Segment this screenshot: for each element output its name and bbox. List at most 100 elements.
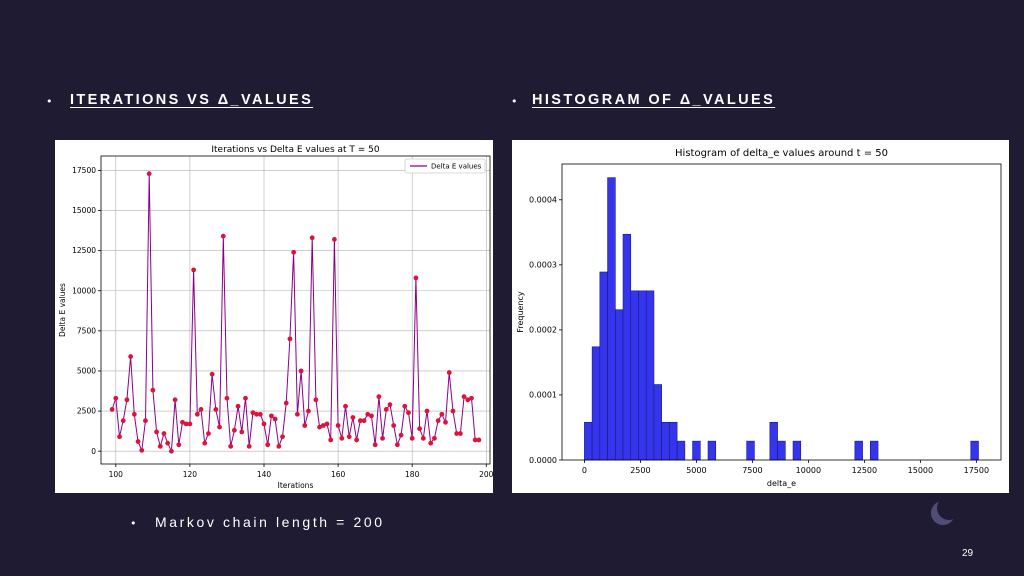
histogram-bar: [707, 440, 717, 461]
data-point: [335, 423, 341, 428]
y-tick-label: 15000: [72, 206, 96, 215]
data-point: [217, 424, 222, 430]
histogram-bar: [653, 384, 662, 461]
data-point: [287, 336, 293, 342]
histogram-bar: [746, 440, 755, 461]
data-point: [246, 443, 252, 449]
data-point: [428, 440, 434, 446]
data-point: [332, 237, 337, 242]
data-point: [454, 431, 460, 436]
data-point: [402, 403, 408, 409]
y-tick-label: 7500: [77, 326, 96, 335]
chart-title: Iterations vs Delta E values at T = 50: [211, 145, 380, 155]
data-point: [413, 275, 419, 281]
data-point: [168, 448, 174, 454]
data-point: [231, 427, 237, 433]
histogram-bar: [854, 440, 863, 461]
data-point: [257, 411, 263, 417]
data-point: [324, 421, 330, 427]
x-tick-label: 140: [257, 470, 272, 479]
x-tick-label: 15000: [908, 466, 933, 475]
data-point: [124, 397, 130, 403]
histogram-bar: [676, 440, 686, 461]
data-point: [139, 447, 145, 453]
data-point: [206, 431, 211, 436]
data-point: [157, 443, 163, 449]
data-point: [250, 410, 256, 416]
data-point: [383, 407, 389, 412]
histogram-bar: [622, 233, 632, 461]
data-point: [276, 443, 282, 449]
data-point: [254, 411, 259, 417]
histogram-bar: [669, 421, 678, 461]
y-tick-label: 10000: [72, 286, 96, 295]
data-point: [176, 442, 182, 448]
histogram-bar: [638, 290, 647, 461]
data-point: [202, 440, 208, 446]
data-point: [117, 434, 122, 440]
x-tick-label: 17500: [964, 466, 989, 475]
data-point: [120, 418, 126, 424]
x-tick-label: 0: [582, 466, 587, 475]
plot-frame: [100, 155, 491, 465]
data-point: [317, 424, 322, 430]
data-point: [461, 394, 467, 400]
data-point: [161, 431, 167, 436]
bullet-icon: •: [511, 95, 518, 108]
histogram-bar: [870, 440, 879, 461]
data-point: [346, 434, 352, 440]
data-point: [209, 371, 215, 377]
data-point: [302, 423, 308, 428]
histogram-bar: [692, 440, 701, 461]
data-point: [235, 403, 241, 409]
data-point: [387, 402, 393, 408]
data-point: [172, 397, 178, 403]
data-point: [391, 423, 397, 428]
data-point: [309, 235, 315, 241]
data-point: [376, 394, 382, 400]
histogram-bar: [777, 440, 786, 461]
chain-length-note: Markov chain length = 200: [155, 514, 385, 530]
data-point: [372, 442, 378, 448]
data-point: [261, 421, 267, 427]
histogram-bar: [645, 290, 655, 461]
y-tick-label: 0: [91, 447, 96, 456]
left-heading: ITERATIONS VS Δ_VALUES: [70, 92, 314, 108]
x-tick-label: 120: [183, 470, 198, 479]
data-point: [180, 419, 185, 425]
x-tick-label: 200: [479, 470, 493, 479]
legend-box: [404, 158, 486, 174]
data-point: [443, 419, 448, 425]
data-point: [328, 437, 334, 443]
data-point: [150, 387, 156, 393]
data-point: [131, 411, 137, 417]
line-chart: 100 120 140 160 180 200 0 2500 5000 7500 10000 1250…: [58, 145, 493, 490]
data-point: [228, 443, 234, 449]
data-point: [350, 415, 356, 420]
data-point: [291, 249, 297, 255]
y-tick-label: 0.0003: [529, 261, 557, 270]
data-point: [306, 408, 311, 414]
data-point: [220, 233, 226, 239]
data-point: [154, 429, 159, 435]
histogram-bar: [661, 421, 670, 461]
data-point: [339, 435, 345, 441]
histogram-panel: 0 2500 5000 7500 10000 12500 15000 17500 0.0000 0…: [512, 140, 1009, 493]
data-point: [406, 410, 411, 416]
data-point: [146, 171, 152, 177]
line-chart-panel: 100 120 140 160 180 200 0 2500 5000 7500 10000 1250…: [55, 140, 493, 493]
histogram-bar: [607, 177, 616, 461]
data-point: [446, 370, 452, 375]
data-point: [294, 411, 300, 417]
data-point: [435, 418, 441, 424]
y-axis-label: Delta E values: [58, 283, 67, 337]
y-tick-label: 0.0002: [529, 326, 557, 335]
data-point: [243, 395, 248, 401]
y-tick-label: 2500: [77, 407, 96, 416]
data-point: [420, 435, 426, 441]
data-point: [128, 354, 134, 359]
page-number: 29: [962, 548, 974, 559]
data-point: [283, 400, 289, 406]
x-tick-label: 2500: [630, 466, 650, 475]
data-point: [417, 426, 423, 432]
